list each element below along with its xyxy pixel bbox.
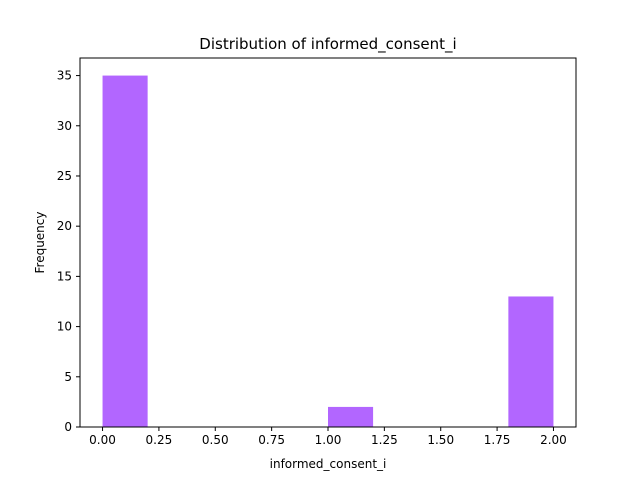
y-tick-label: 5: [64, 370, 72, 384]
y-tick-label: 30: [57, 119, 72, 133]
bars-group: [102, 75, 554, 428]
x-tick-label: 1.00: [315, 433, 342, 447]
x-axis-ticks: 0.00 0.25 0.50 0.75 1.00 1.25 1.50 1.75 2.00: [89, 427, 567, 447]
y-tick-label: 0: [64, 420, 72, 434]
plot-frame: [79, 57, 577, 428]
x-tick-label: 0.25: [146, 433, 173, 447]
histogram-bar-9: [508, 296, 554, 427]
y-axis-label: Frequency: [33, 212, 47, 274]
x-tick-label: 0.50: [202, 433, 229, 447]
x-tick-label: 2.00: [540, 433, 567, 447]
y-tick-label: 25: [57, 169, 72, 183]
y-tick-label: 15: [57, 269, 72, 283]
histogram-bar-5: [328, 406, 374, 427]
histogram-bar-0: [102, 75, 148, 428]
y-tick-label: 20: [57, 219, 72, 233]
x-axis-label: informed_consent_i: [270, 457, 387, 471]
x-tick-label: 1.25: [371, 433, 398, 447]
y-axis-ticks: 0 5 10 15 20 25 30 35: [57, 69, 80, 434]
x-tick-label: 0.00: [89, 433, 116, 447]
x-tick-label: 1.75: [484, 433, 511, 447]
x-tick-label: 1.50: [427, 433, 454, 447]
y-tick-label: 35: [57, 69, 72, 83]
y-tick-label: 10: [57, 320, 72, 334]
chart-title: Distribution of informed_consent_i: [199, 35, 456, 54]
x-tick-label: 0.75: [258, 433, 285, 447]
